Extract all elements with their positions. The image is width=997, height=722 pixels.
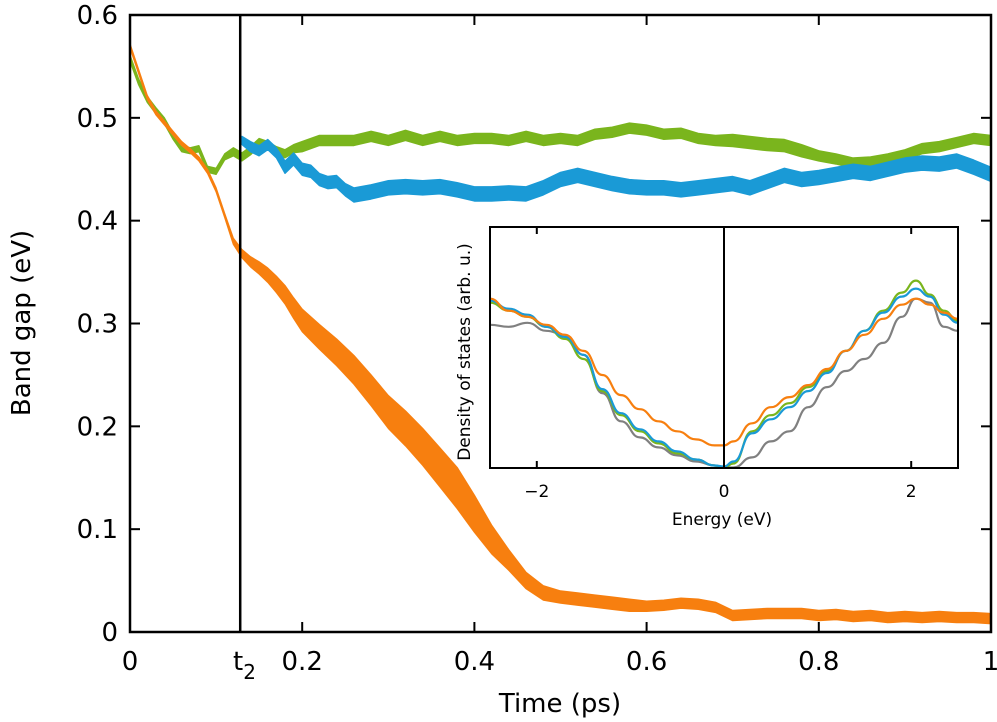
main-axis-ticks: 0 0.2 0.4 0.6 0.8 1 0 0.1 0.2 0.3 0.4 0.5 0.6 <box>77 1 997 677</box>
inset-axis-ticks: −2 0 2 <box>524 227 917 502</box>
y-tick-label: 0.6 <box>77 1 118 31</box>
x-tick-label: 0.8 <box>798 647 839 677</box>
x-tick-label: 0 <box>122 647 139 677</box>
x-tick-label: 0.4 <box>454 647 495 677</box>
t2-annotation: t2 <box>233 647 256 684</box>
main-y-axis-title: Band gap (eV) <box>7 230 37 416</box>
x-tick-label: 0.2 <box>282 647 323 677</box>
t2-annotation-letter: t <box>233 647 243 677</box>
dos-series-orange <box>489 297 959 447</box>
y-tick-label: 0 <box>101 618 118 648</box>
main-x-axis-title: Time (ps) <box>498 689 621 719</box>
inset-x-tick-label: −2 <box>524 482 549 502</box>
inset-x-tick-label: 0 <box>719 482 730 502</box>
band-series-blue <box>241 135 992 203</box>
y-tick-label: 0.5 <box>77 104 118 134</box>
inset-y-axis-title: Density of states (arb. u.) <box>455 243 475 461</box>
x-tick-label: 0.6 <box>626 647 667 677</box>
dos-series-blue <box>489 287 959 468</box>
y-tick-label: 0.2 <box>77 412 118 442</box>
x-tick-label: 1 <box>983 647 997 677</box>
inset-x-axis-title: Energy (eV) <box>672 510 772 530</box>
y-tick-label: 0.3 <box>77 310 118 340</box>
t2-annotation-subscript: 2 <box>243 660 256 684</box>
y-tick-label: 0.1 <box>77 515 118 545</box>
dos-inset: −2 0 2 Density of states (arb. u.) Energy … <box>455 226 959 530</box>
band-series-green <box>129 54 992 175</box>
y-tick-label: 0.4 <box>77 207 118 237</box>
inset-x-tick-label: 2 <box>906 482 917 502</box>
